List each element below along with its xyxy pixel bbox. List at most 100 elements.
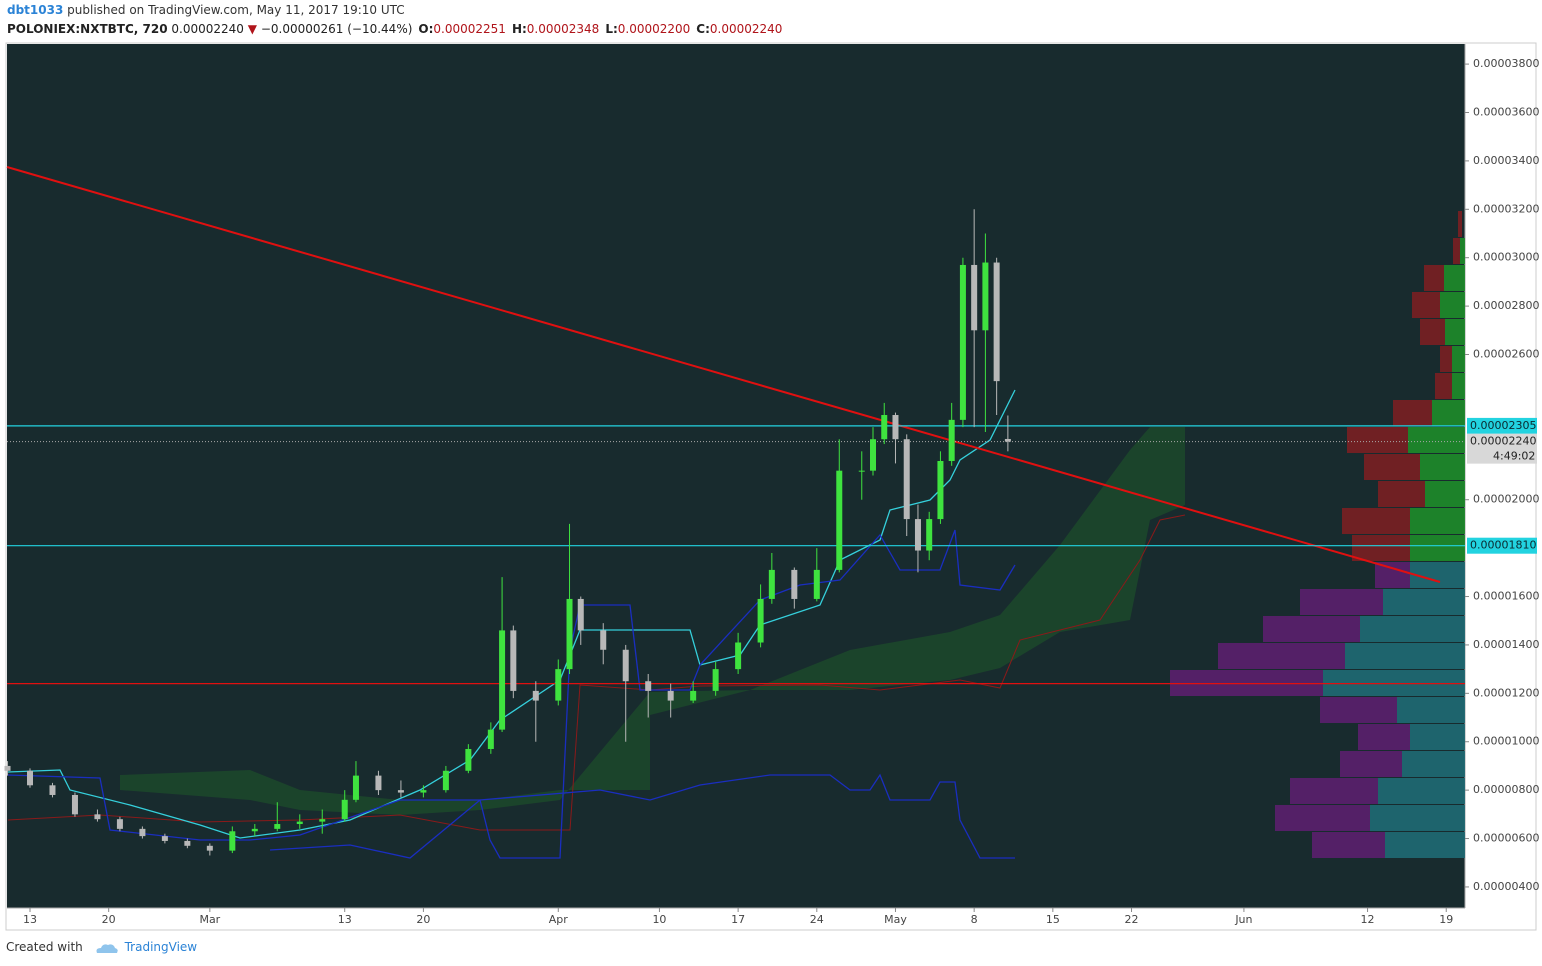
vp-bar [1263,616,1360,642]
y-tick-label: 0.00001600 [1473,590,1539,603]
symbol: POLONIEX:NXTBTC, 720 [7,22,168,36]
candles [4,209,1011,856]
vp-bar [1370,805,1465,831]
candle-body [1004,438,1011,442]
candle-body [757,598,764,643]
y-tick-label: 0.00001200 [1473,686,1539,699]
x-tick-label: 19 [1439,913,1453,926]
candle-body [881,415,888,440]
candle-body [499,630,506,730]
candle-body [532,690,539,701]
symbol-line: POLONIEX:NXTBTC, 720 0.00002240 ▼ −0.000… [7,22,782,36]
y-tick-label: 0.00002600 [1473,348,1539,361]
candle-body [206,845,213,851]
candle-body [274,824,281,829]
candle-body [487,729,494,749]
vp-bar [1425,481,1465,507]
brand[interactable]: TradingView [124,940,198,954]
candle-body [600,630,607,650]
candle-body [892,415,899,440]
vp-bar [1432,400,1465,426]
lower-band [269,773,1015,859]
price-label: 0.00002305 [1470,419,1536,432]
vp-bar [1420,319,1445,345]
ohlc: O:0.00002251 H:0.00002348 L:0.00002200 C:0.… [412,22,782,36]
vp-bar [1453,238,1460,264]
vp-bar [1452,373,1465,399]
author[interactable]: dbt1033 [7,3,64,17]
price-label-bg [1467,537,1537,554]
y-tick-label: 0.00003400 [1473,154,1539,167]
trend-line [6,166,1441,583]
vp-bar [1290,778,1378,804]
x-tick-label: 13 [338,913,352,926]
candle-body [577,598,584,631]
vp-bar [1452,346,1465,372]
candle-body [555,669,562,701]
x-tick-label: 17 [731,913,745,926]
candle-body [4,765,11,771]
y-tick-label: 0.00003600 [1473,105,1539,118]
vp-bar [1170,670,1323,696]
ichimoku-cloud [7,389,1186,859]
ohlc-value: 0.00002348 [526,22,600,36]
created-with: Created with [6,940,83,954]
ohlc-value: 0.00002240 [709,22,783,36]
vp-bar [1444,265,1465,291]
vp-bar [1402,751,1465,777]
vp-bar [1393,400,1432,426]
candle-body [903,439,910,520]
y-tick-label: 0.00001400 [1473,638,1539,651]
vp-bar [1424,265,1444,291]
vp-bar [1440,346,1452,372]
vp-bar [1378,481,1425,507]
y-tick-label: 0.00000800 [1473,783,1539,796]
x-tick-label: 13 [23,913,37,926]
cloud-area [120,427,1185,815]
candle-body [712,669,719,691]
arrow: ▼ [247,22,257,36]
candle-body [510,630,517,691]
vp-bar [1410,508,1465,534]
candle-body [858,470,865,472]
candle-body [116,819,123,829]
vp-bar [1375,562,1410,588]
kijun [7,529,1016,859]
x-tick-label: Jun [1234,913,1252,926]
y-tick-label: 0.00003800 [1473,57,1539,70]
vp-bar [1378,778,1465,804]
candle-body [184,840,191,846]
vp-bar [1440,292,1465,318]
vp-bar [1340,751,1402,777]
x-tick-label: 20 [102,913,116,926]
vp-bar [1358,724,1410,750]
vp-bar [1360,616,1465,642]
y-tick-label: 0.00001000 [1473,735,1539,748]
candle-body [341,799,348,820]
candle-body [296,821,303,825]
candle-body [813,569,820,599]
candle-body [791,569,798,599]
vp-bar [1412,292,1440,318]
publish-line: dbt1033 published on TradingView.com, Ma… [7,3,405,17]
vp-bar [1323,670,1465,696]
candle-body [375,775,382,791]
candle-body [420,790,427,793]
y-tick-label: 0.00002800 [1473,299,1539,312]
x-tick-label: 10 [652,913,666,926]
tenkan [7,389,1016,839]
candle-body [667,690,674,701]
last-price-label: 0.00002240 [1470,435,1536,448]
frame [5,42,1537,931]
vp-bar [1460,238,1465,264]
published: published on TradingView.com, May 11, 20… [67,3,405,17]
plot-bg [7,44,1465,908]
y-tick-label: 0.00000600 [1473,832,1539,845]
ohlc-value: 0.00002251 [433,22,506,36]
y-tick-label: 0.00000400 [1473,880,1539,893]
price: 0.00002240 [171,22,244,36]
x-tick-label: May [884,913,907,926]
candle-body [319,819,326,822]
x-tick-label: 24 [810,913,824,926]
